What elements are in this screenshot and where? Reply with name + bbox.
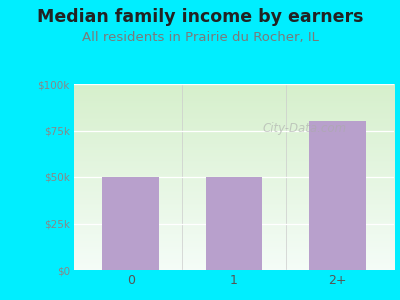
Text: City-Data.com: City-Data.com (262, 122, 346, 135)
Bar (309, 121, 366, 270)
Bar (102, 177, 159, 270)
Bar (206, 177, 262, 270)
Text: Median family income by earners: Median family income by earners (37, 8, 363, 26)
Text: All residents in Prairie du Rocher, IL: All residents in Prairie du Rocher, IL (82, 32, 318, 44)
